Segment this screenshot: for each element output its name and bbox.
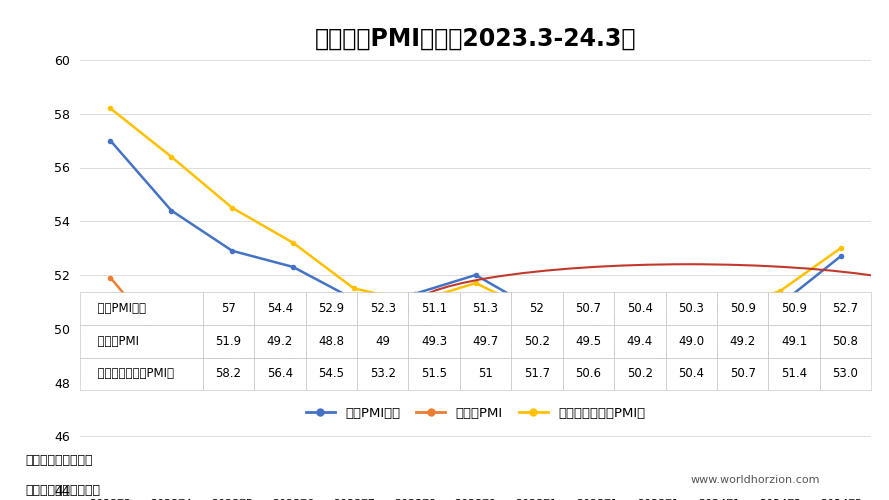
Legend: 综合PMI产出, 制造业PMI, 商务活动指数（PMI）: 综合PMI产出, 制造业PMI, 商务活动指数（PMI） (300, 402, 651, 425)
Text: 来源：中国统计局、: 来源：中国统计局、 (25, 454, 92, 468)
Text: www.worldhorzion.com: www.worldhorzion.com (691, 475, 821, 485)
Text: 中国物流和采购联合会: 中国物流和采购联合会 (25, 484, 100, 497)
Title: 中国综合PMI情况（2023.3-24.3）: 中国综合PMI情况（2023.3-24.3） (315, 27, 637, 51)
